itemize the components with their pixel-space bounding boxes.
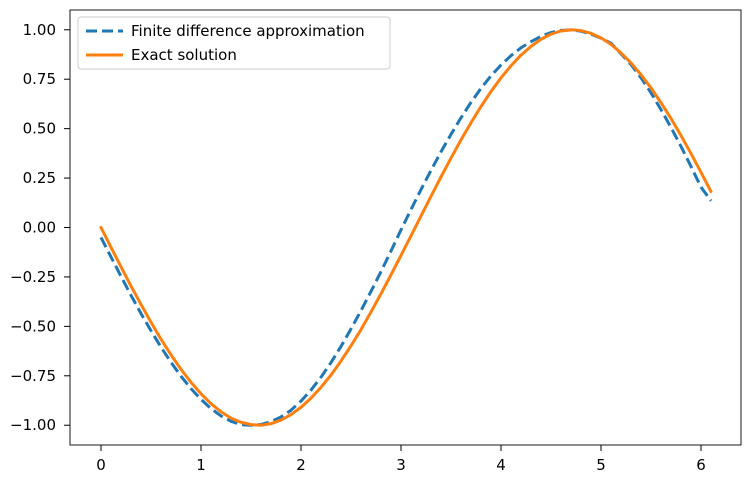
axes-frame [69,9,742,446]
x-axis: 0 1 2 3 4 5 6 [96,445,706,474]
y-tick-label: −0.75 [10,367,56,385]
x-tick-label: 3 [396,456,406,474]
y-tick-label: 0.00 [23,219,56,237]
legend-label-2: Exact solution [131,46,237,64]
y-tick-label: −1.00 [10,416,56,434]
x-tick-label: 5 [596,456,606,474]
y-axis: 1.00 0.75 0.50 0.25 0.00 −0.25 −0.50 −0.75 −1.00 [10,21,70,434]
x-tick-label: 1 [196,456,206,474]
y-tick-label: −0.25 [10,268,56,286]
x-tick-label: 0 [96,456,106,474]
legend-label-1: Finite difference approximation [131,22,365,40]
series-line-2 [99,28,713,427]
y-tick-label: 0.75 [23,70,56,88]
y-tick-label: −0.50 [10,317,56,335]
y-tick-label: 0.25 [23,169,56,187]
x-tick-label: 4 [496,456,506,474]
x-tick-label: 2 [296,456,306,474]
y-tick-label: 0.50 [23,120,56,138]
x-tick-label: 6 [696,456,706,474]
series-layer [99,28,713,427]
legend-box [77,16,391,70]
legend: Finite difference approximation Exact sol… [77,16,391,70]
y-tick-label: 1.00 [23,21,56,39]
